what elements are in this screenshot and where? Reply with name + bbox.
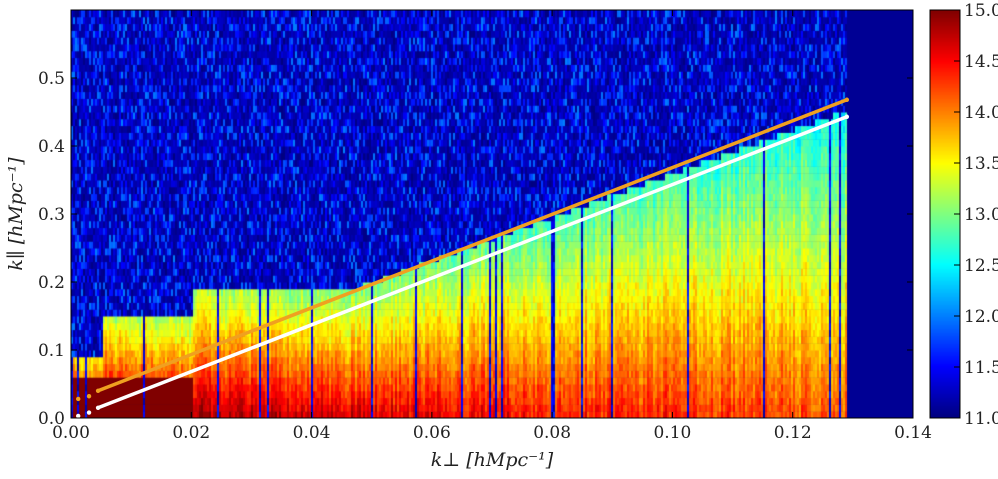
y-axis-label: k∥ [hMpc⁻¹]	[5, 157, 27, 271]
white-point	[95, 405, 101, 410]
x-tick-label: 0.02	[172, 423, 210, 443]
white-line	[97, 115, 848, 410]
colorbar-tick-label: 12.5	[964, 256, 998, 276]
colorbar-tick-label: 14.5	[964, 52, 998, 72]
x-tick-label: 0.00	[52, 423, 90, 443]
x-tick-label: 0.08	[533, 423, 571, 443]
orange-line	[97, 98, 848, 393]
orange-point	[86, 394, 92, 399]
colorbar-tick-label: 12.0	[964, 307, 998, 327]
colorbar-tick-label: 14.0	[964, 103, 998, 123]
y-tick-label: 0.3	[38, 205, 65, 225]
y-tick-label: 0.4	[38, 137, 65, 157]
white-point	[76, 413, 81, 419]
colorbar-tick-label: 11.5	[964, 358, 998, 378]
x-tick-label: 0.06	[413, 423, 451, 443]
orange-point	[95, 388, 101, 393]
orange-point	[844, 97, 850, 102]
white-point	[844, 114, 850, 119]
colorbar-tick-label: 13.5	[964, 154, 998, 174]
colorbar-tick-label: 13.0	[964, 205, 998, 225]
plot-frame	[70, 9, 914, 419]
x-tick-label: 0.14	[894, 423, 932, 443]
orange-point	[76, 396, 81, 402]
y-tick-label: 0.5	[38, 69, 65, 89]
x-axis-label: k⊥ [hMpc⁻¹]	[431, 449, 554, 471]
colorbar-tick-label: 15.0	[964, 1, 998, 21]
heatmap-canvas	[71, 10, 913, 418]
x-tick-label: 0.04	[293, 423, 331, 443]
y-tick-label: 0.2	[38, 273, 65, 293]
y-tick-label: 0.1	[38, 341, 65, 361]
y-tick-label: 0.0	[38, 409, 65, 429]
colorbar-tick-label: 11.0	[964, 409, 998, 429]
white-point	[86, 410, 92, 415]
x-tick-label: 0.10	[653, 423, 691, 443]
x-tick-label: 0.12	[774, 423, 812, 443]
